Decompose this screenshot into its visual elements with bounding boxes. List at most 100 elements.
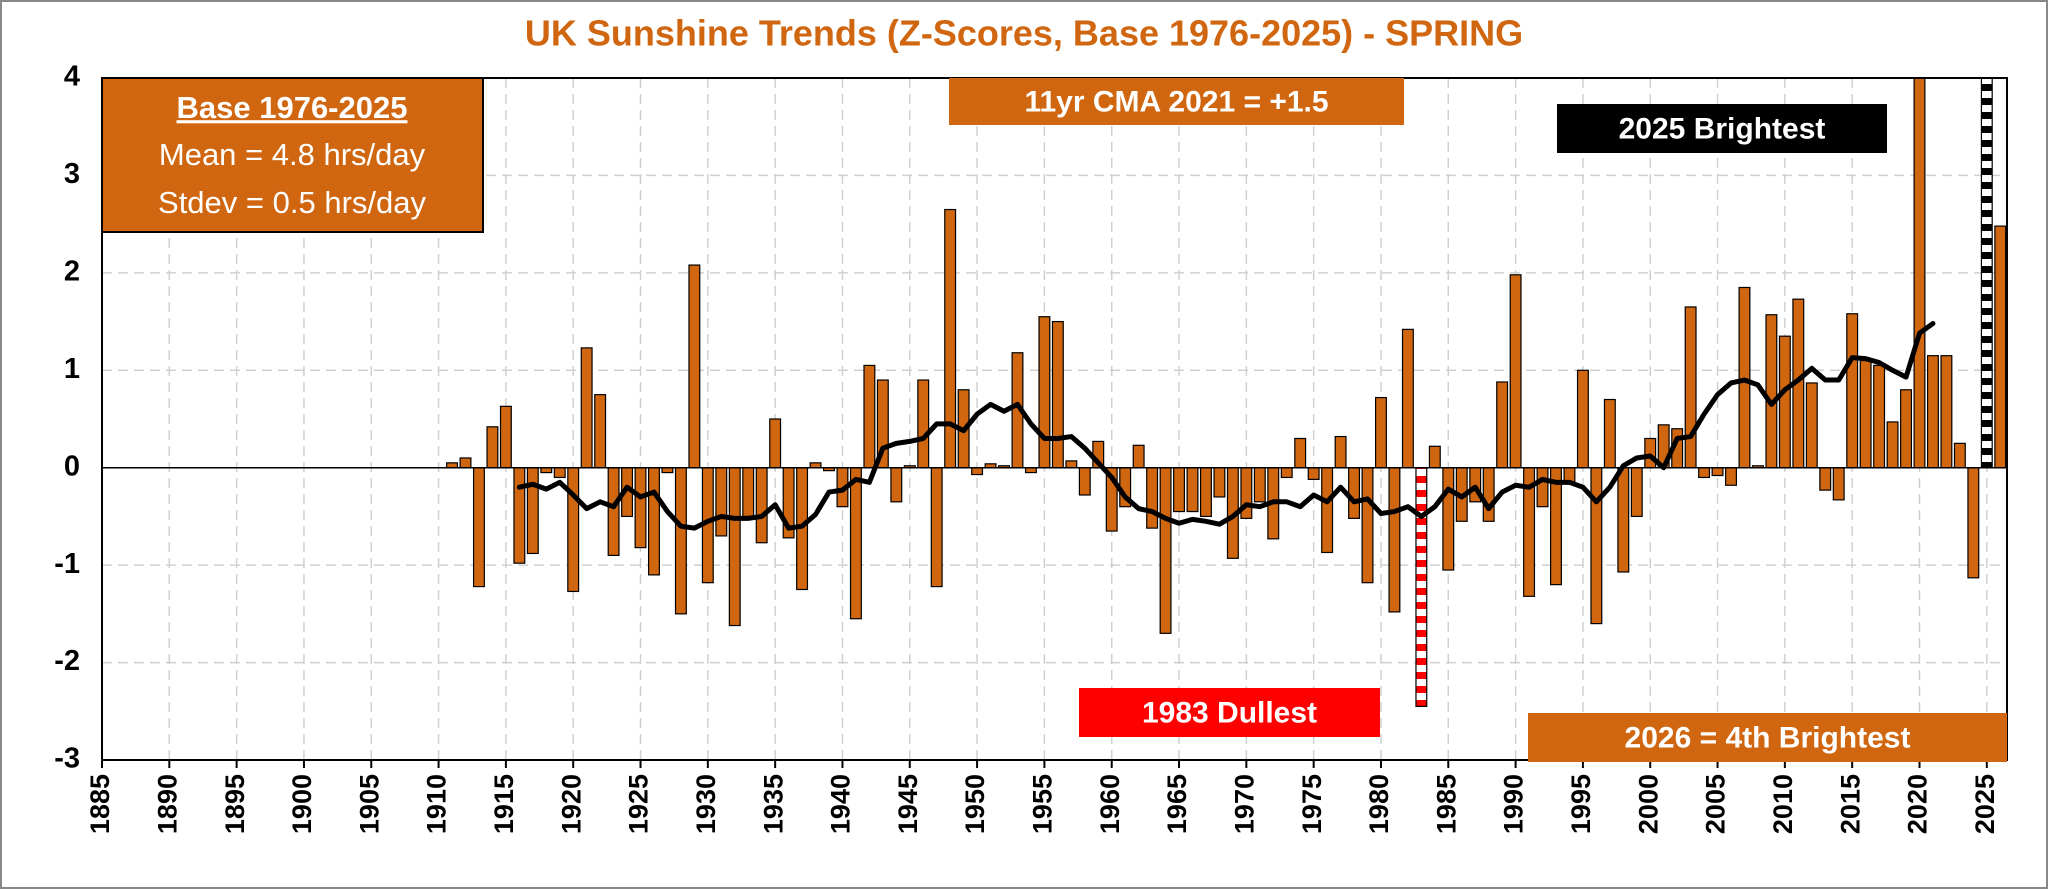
chart-title: UK Sunshine Trends (Z-Scores, Base 1976-… xyxy=(525,13,1523,54)
bar xyxy=(472,467,485,588)
bar xyxy=(526,467,539,555)
bar xyxy=(1953,442,1966,469)
bar xyxy=(553,467,566,479)
x-tick-label: 1995 xyxy=(1566,774,1596,834)
x-tick-label: 1945 xyxy=(893,774,923,834)
x-tick-label: 1970 xyxy=(1229,774,1259,834)
bar xyxy=(1496,381,1509,469)
annotation-text: 1983 Dullest xyxy=(1142,696,1317,729)
bar xyxy=(1051,320,1064,469)
bar xyxy=(1805,382,1818,469)
bar xyxy=(1415,467,1428,708)
bar xyxy=(863,364,876,469)
bar xyxy=(634,467,647,549)
y-tick-label: 4 xyxy=(64,61,80,93)
bar xyxy=(1159,467,1172,634)
annotation-text: 2025 Brightest xyxy=(1619,112,1826,145)
x-tick-label: 2005 xyxy=(1701,774,1731,834)
bar xyxy=(1711,467,1724,477)
bar xyxy=(1926,355,1939,469)
bar xyxy=(1038,316,1051,469)
x-tick-label: 1985 xyxy=(1431,774,1461,834)
x-tick-label: 1930 xyxy=(691,774,721,834)
annotation-text: 11yr CMA 2021 = +1.5 xyxy=(1024,85,1328,118)
bar xyxy=(1819,467,1832,491)
x-tick-label: 1925 xyxy=(624,774,654,834)
bar xyxy=(755,467,768,544)
x-tick-label: 1950 xyxy=(960,774,990,834)
x-tick-label: 1975 xyxy=(1297,774,1327,834)
annotation-box xyxy=(1528,713,2007,762)
bar xyxy=(728,467,741,627)
bar xyxy=(1576,369,1589,469)
bar xyxy=(513,467,526,564)
x-tick-label: 1980 xyxy=(1364,774,1394,834)
bar xyxy=(1967,467,1980,579)
bar xyxy=(1980,78,1993,469)
info-text: Mean = 4.8 hrs/day xyxy=(159,137,426,172)
bar xyxy=(1603,398,1616,469)
bar xyxy=(1078,467,1091,496)
annotation-box xyxy=(1079,688,1380,737)
bar xyxy=(459,457,472,469)
x-tick-label: 1955 xyxy=(1028,774,1058,834)
info-box xyxy=(101,77,484,233)
bar xyxy=(1644,437,1657,469)
bar xyxy=(1940,355,1953,469)
bar xyxy=(1132,444,1145,469)
x-tick-label: 2010 xyxy=(1768,774,1798,834)
bar xyxy=(1280,467,1293,479)
x-tick-label: 1885 xyxy=(85,774,115,834)
bar xyxy=(1994,225,2007,469)
bar xyxy=(1846,313,1859,469)
bar xyxy=(1536,467,1549,508)
bar xyxy=(769,418,782,469)
bar xyxy=(486,426,499,469)
bar xyxy=(1630,467,1643,518)
y-tick-label: 3 xyxy=(64,158,80,190)
bar xyxy=(580,347,593,469)
bar xyxy=(1334,435,1347,469)
x-tick-label: 2000 xyxy=(1633,774,1663,834)
bar xyxy=(674,467,687,615)
bar xyxy=(499,405,512,469)
bar xyxy=(1374,396,1387,469)
plot-area xyxy=(446,78,2007,708)
y-tick-label: -3 xyxy=(54,743,80,775)
x-tick-label: 1890 xyxy=(152,774,182,834)
bar xyxy=(930,467,943,588)
bar xyxy=(1859,359,1872,469)
bar xyxy=(1307,467,1320,481)
bar xyxy=(1321,467,1334,554)
x-tick-label: 1935 xyxy=(758,774,788,834)
bar xyxy=(1698,467,1711,479)
bar xyxy=(1873,364,1886,469)
bar xyxy=(742,467,755,518)
info-text: Base 1976-2025 xyxy=(177,90,408,125)
bar xyxy=(1401,328,1414,469)
bar xyxy=(1213,467,1226,498)
bar xyxy=(1886,421,1899,469)
annotation-box xyxy=(1557,104,1887,153)
bar xyxy=(688,264,701,469)
x-tick-label: 2015 xyxy=(1835,774,1865,834)
x-tick-label: 1990 xyxy=(1499,774,1529,834)
annotation-text: 2026 = 4th Brightest xyxy=(1625,721,1911,754)
bar xyxy=(1199,467,1212,518)
bar xyxy=(1186,467,1199,513)
info-text: Stdev = 0.5 hrs/day xyxy=(158,185,426,220)
bar xyxy=(1146,467,1159,529)
bar xyxy=(1913,78,1926,469)
y-tick-label: 1 xyxy=(64,353,80,385)
y-tick-label: 0 xyxy=(64,450,80,482)
x-tick-label: 1900 xyxy=(287,774,317,834)
bar xyxy=(567,467,580,593)
x-tick-label: 1905 xyxy=(354,774,384,834)
x-tick-label: 1920 xyxy=(556,774,586,834)
x-tick-label: 1910 xyxy=(422,774,452,834)
x-tick-label: 1940 xyxy=(826,774,856,834)
x-tick-label: 2025 xyxy=(1970,774,2000,834)
bar xyxy=(849,467,862,620)
bar xyxy=(1253,467,1266,503)
